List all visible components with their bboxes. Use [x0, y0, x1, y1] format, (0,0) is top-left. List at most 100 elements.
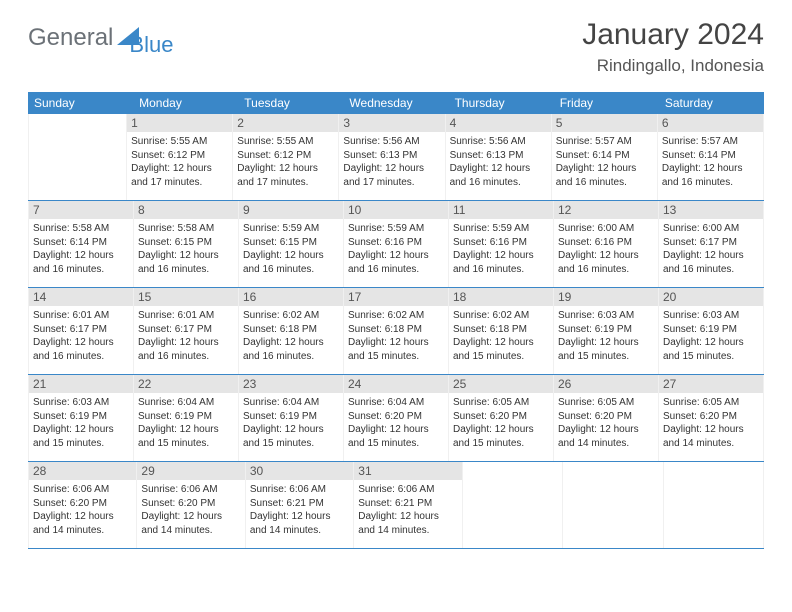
day-number: 17 — [344, 288, 448, 306]
day-number: 15 — [134, 288, 238, 306]
week-row: 21Sunrise: 6:03 AMSunset: 6:19 PMDayligh… — [28, 375, 764, 462]
day-number: 26 — [554, 375, 658, 393]
day-cell: 15 Sunrise: 6:01 AMSunset: 6:17 PMDayligh… — [134, 288, 239, 374]
day-cell: 19 Sunrise: 6:03 AMSunset: 6:19 PMDayligh… — [554, 288, 659, 374]
day-details: Sunrise: 5:59 AMSunset: 6:16 PMDaylight:… — [348, 222, 444, 276]
day-details: Sunrise: 6:06 AMSunset: 6:20 PMDaylight:… — [141, 483, 240, 537]
day-number: 5 — [552, 114, 657, 132]
weekday-cell: Tuesday — [238, 92, 343, 114]
day-details: Sunrise: 5:55 AMSunset: 6:12 PMDaylight:… — [131, 135, 228, 189]
week-row: 1 Sunrise: 5:55 AMSunset: 6:12 PMDaylight… — [28, 114, 764, 201]
week-row: 28 Sunrise: 6:06 AMSunset: 6:20 PMDayligh… — [28, 462, 764, 549]
day-details: Sunrise: 5:59 AMSunset: 6:16 PMDaylight:… — [453, 222, 549, 276]
day-details: Sunrise: 6:04 AMSunset: 6:19 PMDaylight:… — [243, 396, 339, 450]
day-number: 16 — [239, 288, 343, 306]
day-details: Sunrise: 6:02 AMSunset: 6:18 PMDaylight:… — [348, 309, 444, 363]
day-details: Sunrise: 6:00 AMSunset: 6:16 PMDaylight:… — [558, 222, 654, 276]
day-cell: 12Sunrise: 6:00 AMSunset: 6:16 PMDayligh… — [554, 201, 659, 287]
day-details: Sunrise: 5:58 AMSunset: 6:14 PMDaylight:… — [33, 222, 129, 276]
day-cell: 17 Sunrise: 6:02 AMSunset: 6:18 PMDayligh… — [344, 288, 449, 374]
day-number: 31 — [354, 462, 461, 480]
day-number: 8 — [134, 201, 238, 219]
day-cell: 21Sunrise: 6:03 AMSunset: 6:19 PMDayligh… — [28, 375, 134, 461]
logo-text-general: General — [28, 24, 113, 52]
day-number: 4 — [446, 114, 551, 132]
day-details: Sunrise: 5:55 AMSunset: 6:12 PMDaylight:… — [237, 135, 334, 189]
day-cell: 13 Sunrise: 6:00 AMSunset: 6:17 PMDayligh… — [659, 201, 764, 287]
day-number: 6 — [658, 114, 763, 132]
day-number: 3 — [339, 114, 444, 132]
day-cell: 14 Sunrise: 6:01 AMSunset: 6:17 PMDayligh… — [28, 288, 134, 374]
day-cell: 10 Sunrise: 5:59 AMSunset: 6:16 PMDayligh… — [344, 201, 449, 287]
day-details: Sunrise: 6:06 AMSunset: 6:21 PMDaylight:… — [250, 483, 349, 537]
day-cell: 16 Sunrise: 6:02 AMSunset: 6:18 PMDayligh… — [239, 288, 344, 374]
day-number: 23 — [239, 375, 343, 393]
day-details: Sunrise: 5:57 AMSunset: 6:14 PMDaylight:… — [556, 135, 653, 189]
day-cell: 2 Sunrise: 5:55 AMSunset: 6:12 PMDaylight… — [233, 114, 339, 200]
day-number: 9 — [239, 201, 343, 219]
logo-text-blue: Blue — [129, 18, 173, 58]
weekday-cell: Saturday — [659, 92, 764, 114]
day-details: Sunrise: 6:03 AMSunset: 6:19 PMDaylight:… — [33, 396, 129, 450]
day-number: 25 — [449, 375, 553, 393]
day-number: 13 — [659, 201, 763, 219]
day-number: 14 — [29, 288, 133, 306]
day-number: 18 — [449, 288, 553, 306]
day-cell: 25 Sunrise: 6:05 AMSunset: 6:20 PMDayligh… — [449, 375, 554, 461]
day-details: Sunrise: 5:58 AMSunset: 6:15 PMDaylight:… — [138, 222, 234, 276]
day-cell: 3 Sunrise: 5:56 AMSunset: 6:13 PMDaylight… — [339, 114, 445, 200]
month-title: January 2024 — [582, 18, 764, 52]
weekday-header-row: SundayMondayTuesdayWednesdayThursdayFrid… — [28, 92, 764, 114]
day-number: 29 — [137, 462, 244, 480]
day-number: 2 — [233, 114, 338, 132]
day-details: Sunrise: 6:01 AMSunset: 6:17 PMDaylight:… — [138, 309, 234, 363]
empty-cell — [563, 462, 663, 548]
weekday-cell: Friday — [554, 92, 659, 114]
day-number: 10 — [344, 201, 448, 219]
weekday-cell: Monday — [133, 92, 238, 114]
day-cell: 5 Sunrise: 5:57 AMSunset: 6:14 PMDaylight… — [552, 114, 658, 200]
day-cell: 18 Sunrise: 6:02 AMSunset: 6:18 PMDayligh… — [449, 288, 554, 374]
day-number: 7 — [29, 201, 133, 219]
day-number: 20 — [659, 288, 763, 306]
day-cell: 28 Sunrise: 6:06 AMSunset: 6:20 PMDayligh… — [28, 462, 137, 548]
title-block: January 2024 Rindingallo, Indonesia — [582, 18, 764, 76]
day-cell: 30 Sunrise: 6:06 AMSunset: 6:21 PMDayligh… — [246, 462, 354, 548]
day-details: Sunrise: 6:00 AMSunset: 6:17 PMDaylight:… — [663, 222, 759, 276]
day-details: Sunrise: 6:02 AMSunset: 6:18 PMDaylight:… — [453, 309, 549, 363]
day-cell: 23 Sunrise: 6:04 AMSunset: 6:19 PMDayligh… — [239, 375, 344, 461]
day-number: 24 — [344, 375, 448, 393]
day-details: Sunrise: 5:56 AMSunset: 6:13 PMDaylight:… — [450, 135, 547, 189]
day-cell: 22Sunrise: 6:04 AMSunset: 6:19 PMDayligh… — [134, 375, 239, 461]
day-number: 1 — [127, 114, 232, 132]
day-number: 28 — [29, 462, 136, 480]
day-cell: 4 Sunrise: 5:56 AMSunset: 6:13 PMDaylight… — [446, 114, 552, 200]
day-cell: 8 Sunrise: 5:58 AMSunset: 6:15 PMDaylight… — [134, 201, 239, 287]
calendar: SundayMondayTuesdayWednesdayThursdayFrid… — [28, 92, 764, 549]
day-details: Sunrise: 6:05 AMSunset: 6:20 PMDaylight:… — [453, 396, 549, 450]
day-number: 11 — [449, 201, 553, 219]
day-cell: 7 Sunrise: 5:58 AMSunset: 6:14 PMDaylight… — [28, 201, 134, 287]
day-number: 19 — [554, 288, 658, 306]
logo: General Blue — [28, 18, 173, 58]
weekday-cell: Thursday — [449, 92, 554, 114]
day-cell: 24 Sunrise: 6:04 AMSunset: 6:20 PMDayligh… — [344, 375, 449, 461]
day-details: Sunrise: 5:59 AMSunset: 6:15 PMDaylight:… — [243, 222, 339, 276]
day-details: Sunrise: 5:56 AMSunset: 6:13 PMDaylight:… — [343, 135, 440, 189]
day-details: Sunrise: 6:06 AMSunset: 6:20 PMDaylight:… — [33, 483, 132, 537]
day-details: Sunrise: 6:02 AMSunset: 6:18 PMDaylight:… — [243, 309, 339, 363]
day-cell: 26Sunrise: 6:05 AMSunset: 6:20 PMDayligh… — [554, 375, 659, 461]
header: General Blue January 2024 Rindingallo, I… — [28, 18, 764, 76]
day-details: Sunrise: 6:01 AMSunset: 6:17 PMDaylight:… — [33, 309, 129, 363]
week-row: 14 Sunrise: 6:01 AMSunset: 6:17 PMDayligh… — [28, 288, 764, 375]
day-cell: 27Sunrise: 6:05 AMSunset: 6:20 PMDayligh… — [659, 375, 764, 461]
day-cell: 1 Sunrise: 5:55 AMSunset: 6:12 PMDaylight… — [127, 114, 233, 200]
day-cell: 6Sunrise: 5:57 AMSunset: 6:14 PMDaylight… — [658, 114, 764, 200]
location: Rindingallo, Indonesia — [582, 56, 764, 76]
day-number: 30 — [246, 462, 353, 480]
day-details: Sunrise: 6:04 AMSunset: 6:20 PMDaylight:… — [348, 396, 444, 450]
empty-cell — [28, 114, 127, 200]
day-number: 27 — [659, 375, 763, 393]
day-details: Sunrise: 6:04 AMSunset: 6:19 PMDaylight:… — [138, 396, 234, 450]
day-details: Sunrise: 6:03 AMSunset: 6:19 PMDaylight:… — [558, 309, 654, 363]
